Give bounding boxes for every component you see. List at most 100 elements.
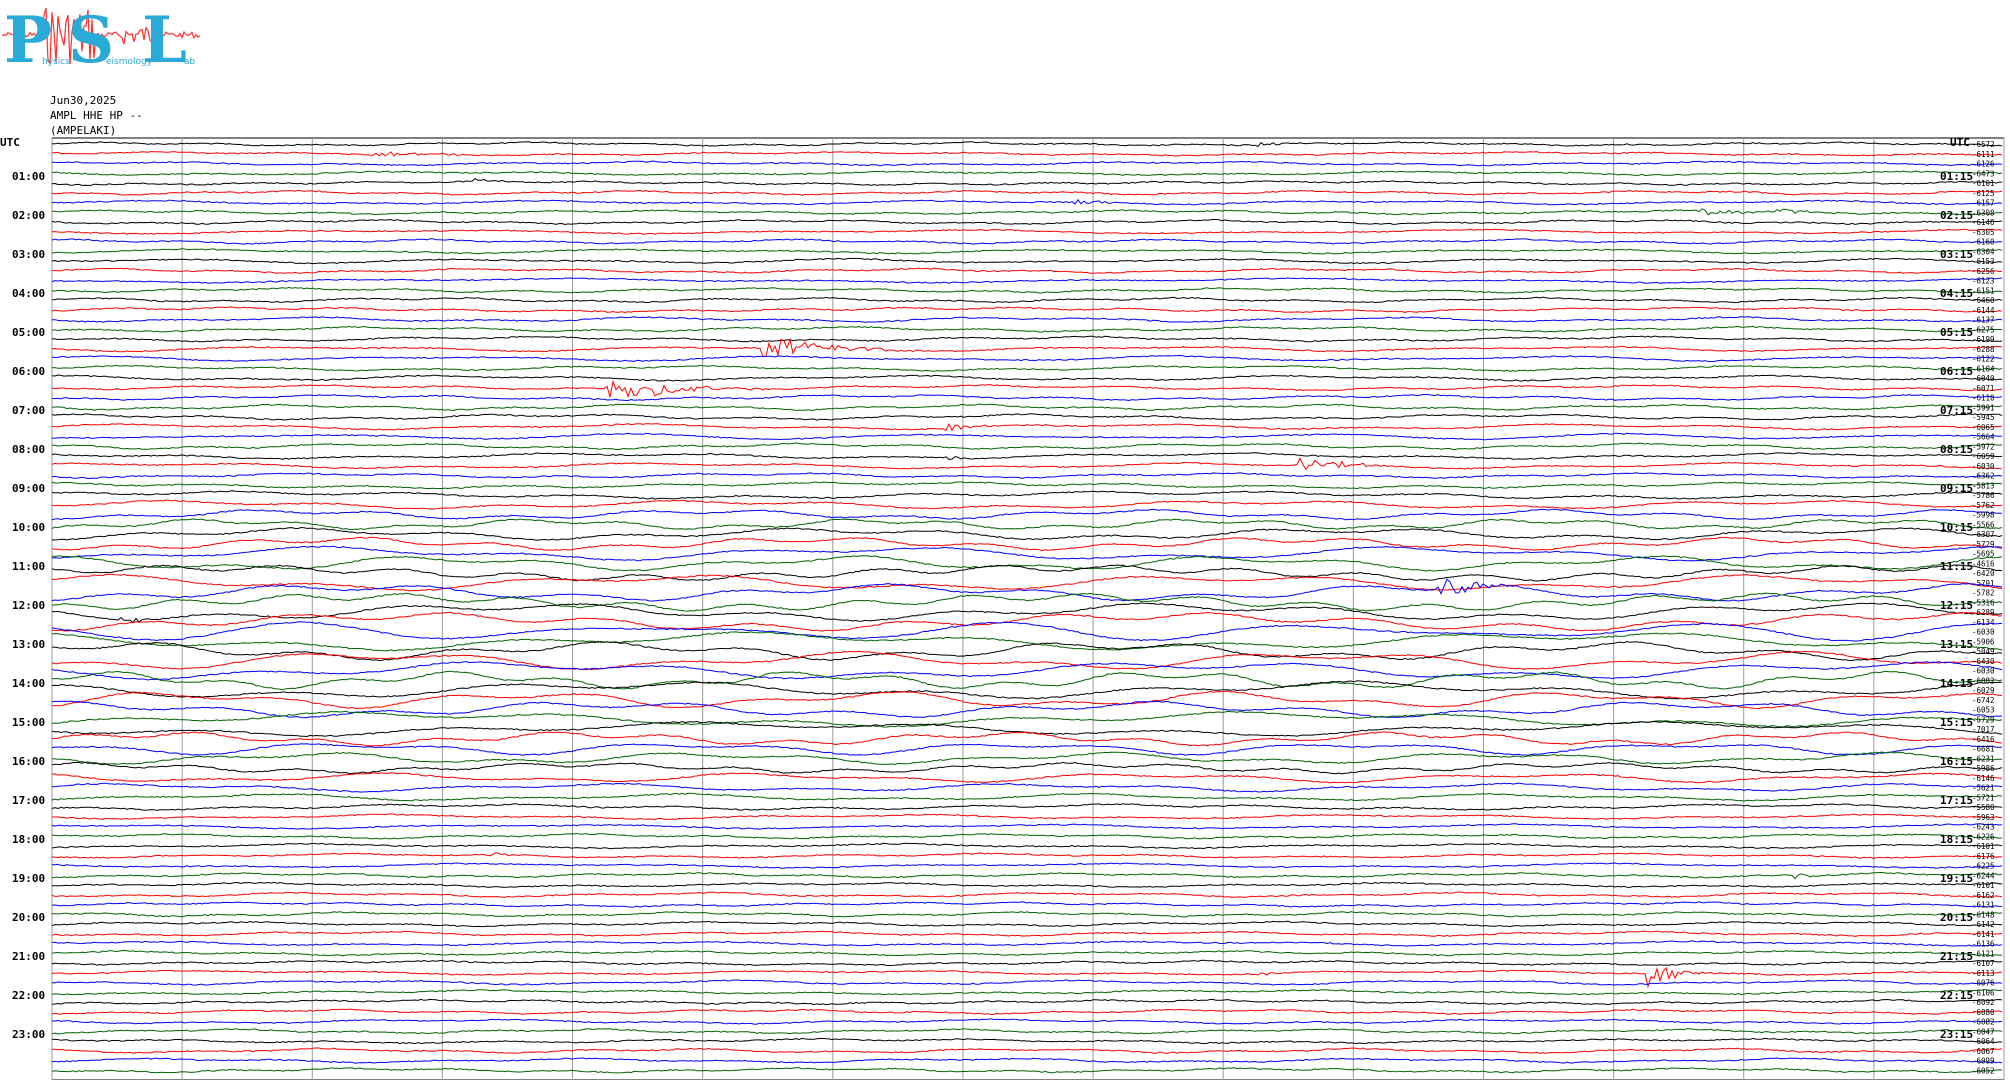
header-site: (AMPELAKI) (50, 124, 117, 137)
trace-offset-label: -6231 (1972, 754, 1995, 763)
trace-line (52, 782, 2003, 793)
hour-label-right: 10:15 (1940, 521, 1973, 534)
trace-line (51, 751, 2003, 766)
trace-line (51, 772, 2003, 784)
trace-line (51, 940, 2003, 947)
hour-label-left: 11:00 (12, 560, 45, 573)
hour-label-left: 13:00 (12, 638, 45, 651)
trace-line (51, 631, 2003, 652)
trace-offset-label: -6082 (1972, 1018, 1995, 1027)
trace-line (51, 364, 2003, 372)
trace-offset-label: -6460 (1972, 296, 1995, 305)
trace-offset-label: -5621 (1972, 784, 1995, 793)
trace-line (51, 432, 2003, 441)
trace-line (51, 1047, 2003, 1054)
trace-offset-label: -4616 (1972, 559, 1995, 568)
logo-word: hysics (42, 57, 70, 67)
hour-label-left: 15:00 (12, 716, 45, 729)
trace-line (51, 852, 2003, 859)
logo-letter: L (142, 3, 187, 72)
trace-offset-label: -6040 (1972, 374, 1995, 383)
hour-label-right: 20:15 (1940, 911, 1973, 924)
trace-line (51, 680, 2003, 700)
trace-offset-label: -5906 (1972, 637, 1995, 646)
trace-line (51, 354, 2003, 363)
trace-offset-label: -6053 (1972, 706, 1995, 715)
trace-line (51, 286, 2003, 294)
trace-line (51, 452, 2003, 461)
hour-label-right: 03:15 (1940, 248, 1973, 261)
trace-offset-label: -5580 (1972, 803, 1995, 812)
hour-label-right: 17:15 (1940, 794, 1973, 807)
trace-line (51, 872, 2003, 880)
trace-offset-label: -6305 (1972, 228, 1995, 237)
trace-offset-label: -6151 (1972, 286, 1995, 295)
hour-label-right: 21:15 (1940, 950, 1973, 963)
trace-offset-label: -6101 (1972, 881, 1995, 890)
trace-line (51, 731, 2002, 747)
trace-offset-label: -6136 (1972, 940, 1995, 949)
hour-label-right: 06:15 (1940, 365, 1973, 378)
trace-line (51, 403, 2003, 411)
trace-line (51, 813, 2002, 821)
trace-offset-label: -6308 (1972, 208, 1995, 217)
trace-offset-label: -5664 (1972, 433, 1995, 442)
trace-line (51, 650, 2003, 671)
trace-offset-label: -6416 (1972, 735, 1995, 744)
trace-line (51, 842, 2003, 850)
trace-line (51, 316, 2003, 323)
trace-line (51, 959, 2003, 967)
hour-label-left: 01:00 (12, 170, 45, 183)
trace-line (51, 257, 2003, 265)
trace-line (51, 989, 2003, 996)
trace-offset-label: -6226 (1972, 832, 1995, 841)
trace-line (51, 862, 2003, 869)
trace-line (51, 621, 2003, 642)
header-date: Jun30,2025 (50, 94, 117, 107)
trace-line (51, 198, 2003, 206)
trace-offset-label: -5695 (1972, 550, 1995, 559)
trace-offset-label: -6137 (1972, 316, 1995, 325)
trace-line (51, 564, 2003, 582)
trace-offset-label: -6244 (1972, 871, 1995, 880)
trace-offset-label: -6199 (1972, 335, 1995, 344)
trace-line (51, 823, 2003, 830)
trace-line (51, 901, 2003, 908)
logo-trace (1, 7, 201, 65)
trace-line (52, 966, 2003, 989)
trace-line (51, 490, 2003, 500)
trace-line (51, 792, 2003, 802)
trace-line (51, 640, 2003, 662)
trace-offset-label: -6101 (1972, 179, 1995, 188)
trace-line (51, 690, 2003, 710)
hour-label-right: 19:15 (1940, 872, 1973, 885)
trace-offset-label: -6110 (1972, 394, 1995, 403)
trace-offset-label: -6113 (1972, 969, 1995, 978)
trace-offset-label: -6106 (1972, 988, 1995, 997)
hour-label-right: 08:15 (1940, 443, 1973, 456)
trace-line (51, 238, 2003, 245)
hour-label-right: 04:15 (1940, 287, 1973, 300)
trace-line (51, 481, 2003, 490)
trace-offset-label: -6148 (1972, 910, 1995, 919)
hour-label-left: 06:00 (12, 365, 45, 378)
trace-line (51, 335, 2003, 343)
trace-offset-label: -6080 (1972, 1008, 1995, 1017)
hour-label-left: 21:00 (12, 950, 45, 963)
trace-line (51, 949, 2002, 957)
trace-line (51, 803, 2003, 811)
trace-line (51, 555, 2003, 572)
trace-offset-label: -6176 (1972, 852, 1995, 861)
hour-label-left: 14:00 (12, 677, 45, 690)
trace-offset-label: -6030 (1972, 667, 1995, 676)
trace-line (51, 422, 2003, 432)
trace-offset-label: -6256 (1972, 267, 1995, 276)
trace-offset-label: -6157 (1972, 199, 1995, 208)
trace-line (51, 911, 2003, 918)
trace-line (51, 394, 2003, 402)
hour-label-right: 16:15 (1940, 755, 1973, 768)
hour-label-right: 12:15 (1940, 599, 1973, 612)
trace-line (51, 743, 2003, 756)
trace-offset-label: -6029 (1972, 686, 1995, 695)
